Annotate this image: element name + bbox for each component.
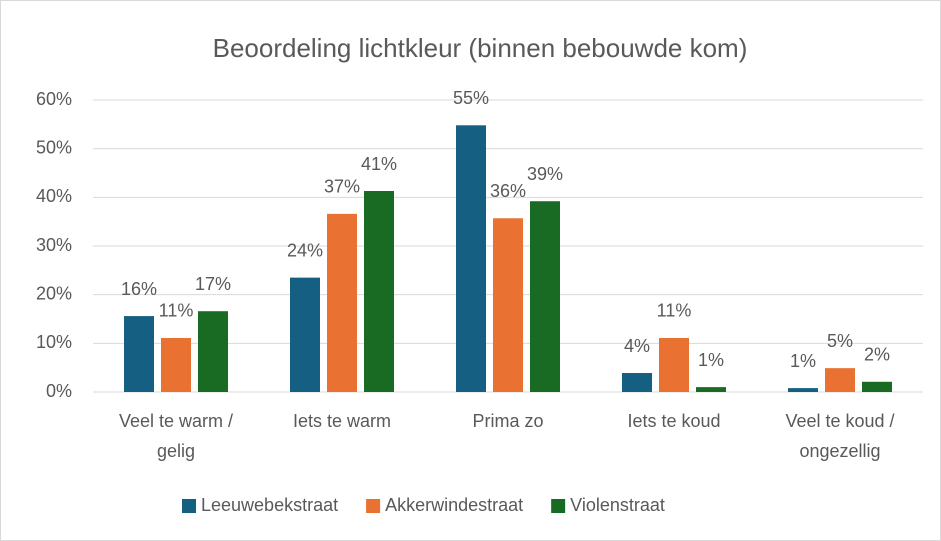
legend-swatch [182, 499, 196, 513]
chart-title: Beoordeling lichtkleur (binnen bebouwde … [213, 33, 748, 63]
legend-swatch [551, 499, 566, 513]
data-label: 4% [624, 336, 650, 356]
bar [659, 337, 689, 392]
y-tick-label: 30% [36, 235, 72, 255]
data-label: 24% [287, 240, 323, 260]
data-label: 16% [121, 279, 157, 299]
x-tick-label: Prima zo [472, 411, 543, 431]
data-label: 41% [361, 154, 397, 174]
x-tick-label: Iets te koud [627, 411, 720, 431]
bar [696, 387, 726, 392]
legend-label: Leeuwebekstraat [201, 495, 338, 515]
data-label: 36% [490, 181, 526, 201]
bar [364, 191, 394, 392]
data-label: 2% [864, 345, 890, 365]
data-label: 37% [324, 177, 360, 197]
legend-swatch [366, 499, 381, 513]
data-label: 5% [827, 331, 853, 351]
y-tick-label: 60% [36, 89, 72, 109]
data-label: 55% [453, 88, 489, 108]
legend-label: Violenstraat [570, 495, 665, 515]
data-label: 11% [657, 301, 692, 321]
bar [290, 277, 320, 392]
data-label: 17% [195, 274, 231, 294]
y-tick-label: 20% [36, 283, 72, 303]
x-tick-label: Veel te warm / gelig [119, 411, 233, 461]
data-label: 1% [698, 350, 724, 370]
bar [862, 381, 892, 392]
legend-label: Akkerwindestraat [385, 495, 523, 515]
y-tick-label: 50% [36, 137, 72, 157]
data-label: 39% [527, 164, 563, 184]
y-tick-label: 10% [36, 332, 72, 352]
bar [456, 125, 486, 392]
bar [825, 368, 855, 392]
bar [530, 201, 560, 392]
x-tick-label: Veel te koud / ongezellig [785, 411, 894, 461]
data-label: 11% [159, 301, 194, 321]
bar [198, 311, 228, 392]
data-label: 1% [790, 351, 816, 371]
bar [327, 213, 357, 392]
bar [622, 373, 652, 392]
y-tick-label: 40% [36, 186, 72, 206]
bar [493, 218, 523, 392]
bar [161, 337, 191, 392]
x-tick-label: Iets te warm [293, 411, 391, 431]
y-tick-label: 0% [46, 381, 72, 401]
bar [788, 388, 818, 392]
bar [124, 316, 154, 392]
